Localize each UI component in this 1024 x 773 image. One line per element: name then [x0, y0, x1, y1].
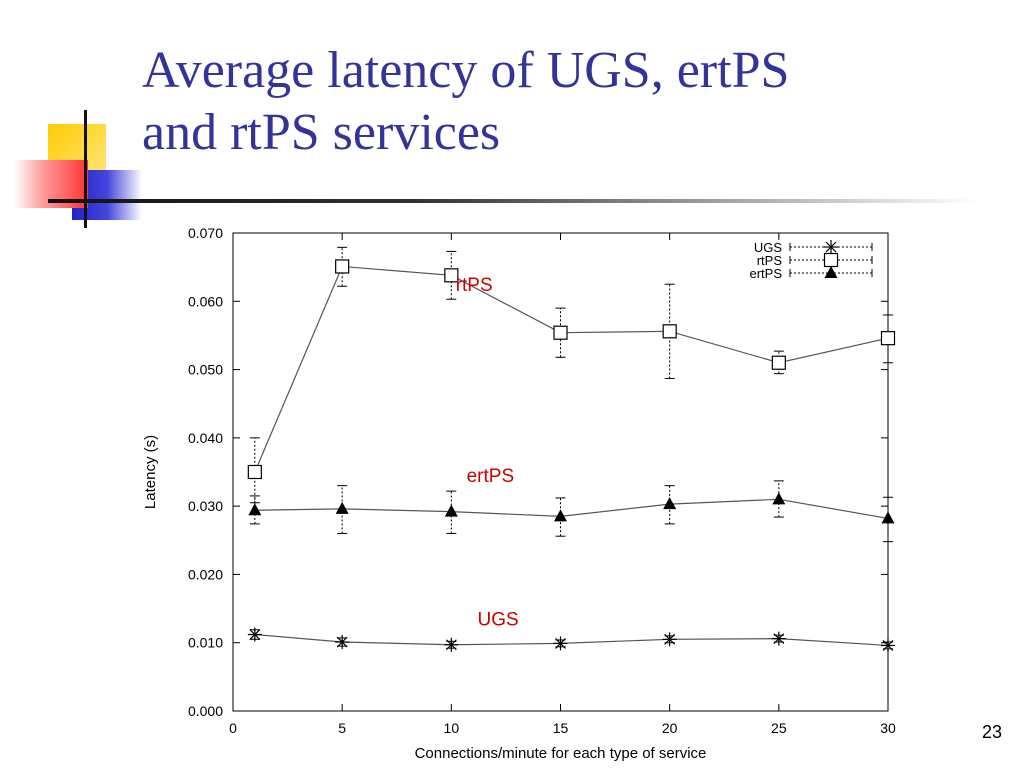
y-tick-label: 0.030 [188, 498, 223, 514]
legend-label-ugs: UGS [754, 240, 783, 255]
y-tick-label: 0.010 [188, 635, 223, 651]
x-tick-label: 15 [553, 720, 569, 736]
data-point-ugs [662, 632, 677, 647]
x-tick-label: 10 [444, 720, 460, 736]
y-tick-label: 0.000 [188, 703, 223, 719]
data-point-rtps [444, 268, 459, 283]
series-line-ertps [254, 498, 889, 520]
data-point-rtps [771, 355, 786, 370]
data-point-rtps [662, 324, 677, 339]
title-divider [48, 199, 978, 203]
data-point-rtps [335, 259, 350, 274]
data-point-ugs [771, 631, 786, 646]
legend-label-ertps: ertPS [749, 266, 782, 281]
y-tick-label: 0.040 [188, 430, 223, 446]
y-axis-label: Latency (s) [142, 435, 159, 509]
y-tick-label: 0.050 [188, 362, 223, 378]
legend-marker-ertps [824, 266, 838, 278]
series-line-ugs [254, 633, 889, 647]
data-point-ertps [248, 503, 262, 516]
data-point-ertps [881, 511, 895, 524]
title-line-2: and rtPS services [142, 104, 501, 161]
data-point-rtps [247, 464, 262, 480]
series-line-rtps [254, 265, 889, 473]
legend-marker-rtps [823, 252, 839, 268]
series-annotation: rtPS [456, 275, 493, 296]
y-tick-label: 0.060 [188, 293, 223, 309]
x-axis-label: Connections/minute for each type of serv… [415, 745, 707, 762]
x-tick-label: 20 [662, 720, 678, 736]
data-point-ugs [444, 637, 459, 652]
series-annotation: UGS [478, 610, 519, 631]
legend-marker-ugs [824, 240, 838, 254]
decor-vertical-line [84, 110, 87, 228]
data-point-ugs [335, 635, 350, 650]
data-point-ertps [554, 509, 567, 522]
x-tick-label: 0 [229, 720, 237, 736]
chart-container: 0.000 0.010 0.020 0.030 0.040 0.050 0.060 0.070… [130, 215, 910, 768]
page-title: Average latency of UGS, ertPS and rtPS s… [142, 40, 1002, 164]
x-tick-label: 5 [338, 720, 346, 736]
x-tick-label: 25 [771, 720, 787, 736]
data-point-rtps [553, 325, 568, 340]
data-point-ertps [335, 501, 349, 514]
x-tick-label: 30 [880, 720, 896, 736]
data-point-ugs [553, 636, 568, 651]
data-point-ugs [881, 638, 895, 653]
latency-chart: 0.000 0.010 0.020 0.030 0.040 0.050 0.060 0.070… [142, 225, 896, 762]
series-annotation: ertPS [467, 466, 515, 487]
data-point-ertps [444, 504, 458, 517]
data-point-ertps [663, 497, 677, 510]
title-line-1: Average latency of UGS, ertPS [142, 42, 790, 99]
data-point-ugs [247, 627, 262, 642]
legend-label-rtps: rtPS [757, 253, 783, 268]
y-tick-label: 0.070 [188, 225, 223, 241]
y-tick-label: 0.020 [188, 566, 223, 582]
data-point-ertps [772, 492, 786, 505]
data-point-rtps [880, 331, 896, 346]
page-number: 23 [981, 722, 1002, 742]
